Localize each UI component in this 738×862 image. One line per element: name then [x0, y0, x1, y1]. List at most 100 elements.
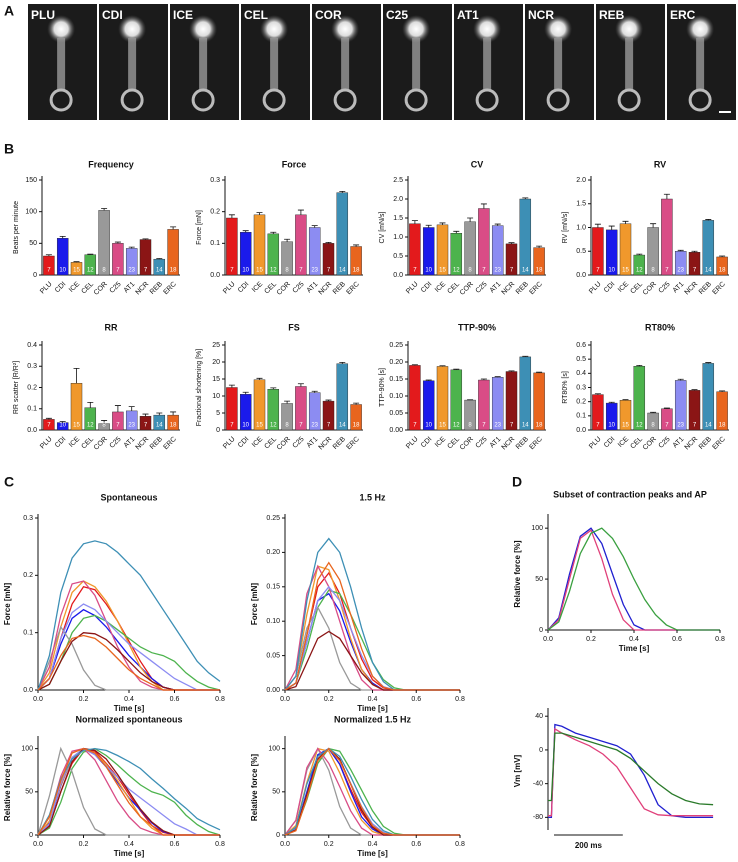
- chart-title: Frequency: [88, 159, 134, 169]
- error-bar: [353, 402, 360, 405]
- bar: [519, 198, 532, 276]
- n-label: 7: [413, 423, 417, 429]
- x-tick-label: COR: [276, 281, 292, 297]
- x-tick-label: 0.0: [280, 841, 290, 848]
- n-label: 8: [102, 423, 106, 429]
- chart-title: RR: [105, 322, 118, 332]
- y-tick-label: 0.15: [389, 376, 403, 383]
- error-bar: [101, 208, 108, 211]
- error-bar: [45, 417, 52, 420]
- x-tick-label: REB: [149, 281, 164, 296]
- error-bar: [691, 389, 698, 391]
- y-tick-label: 20: [212, 359, 220, 366]
- y-tick-label: 50: [25, 789, 33, 796]
- bar: [633, 366, 646, 431]
- y-tick-label: 0.25: [389, 342, 403, 349]
- y-tick-label: 100: [21, 745, 33, 752]
- x-tick-label: CDI: [603, 436, 617, 450]
- x-tick-label: ICE: [68, 436, 81, 449]
- n-label: 10: [425, 268, 432, 274]
- x-tick-label: NCR: [501, 436, 517, 452]
- y-tick-label: 0.4: [576, 370, 586, 377]
- n-label: 7: [665, 268, 669, 274]
- x-tick-label: PLU: [222, 281, 237, 296]
- chart-title: TTP-90%: [458, 322, 496, 332]
- y-tick-label: 0.20: [389, 359, 403, 366]
- error-bar: [636, 365, 643, 367]
- error-bar: [325, 241, 332, 244]
- trace: [37, 747, 220, 836]
- error-bar: [228, 384, 235, 388]
- chart-title: FS: [288, 322, 300, 332]
- tissue: [341, 38, 350, 90]
- post-top: [615, 15, 644, 43]
- y-tick-label: 0: [539, 747, 543, 754]
- error-bar: [170, 411, 177, 416]
- n-label: 23: [311, 268, 318, 274]
- x-tick-label: NCR: [318, 436, 334, 452]
- y-tick-label: 1.5: [576, 201, 586, 208]
- n-label: 8: [651, 423, 655, 429]
- micrograph: REB: [596, 4, 665, 120]
- x-tick-label: REB: [332, 281, 347, 296]
- n-label: 15: [622, 423, 629, 429]
- tissue: [199, 38, 208, 90]
- error-bar: [353, 244, 360, 247]
- chart-title: RT80%: [645, 322, 675, 332]
- error-bar: [636, 253, 643, 256]
- y-tick-label: 40: [535, 713, 543, 720]
- y-tick-label: 100: [531, 525, 543, 532]
- bar: [409, 365, 421, 431]
- error-bar: [622, 220, 629, 224]
- x-tick-label: PLU: [39, 436, 54, 451]
- error-bar: [536, 245, 543, 248]
- x-tick-label: 0.6: [411, 696, 421, 703]
- n-label: 7: [299, 423, 303, 429]
- y-tick-label: 50: [272, 789, 280, 796]
- error-bar: [480, 378, 487, 381]
- x-tick-label: 0.8: [215, 841, 225, 848]
- y-axis-label: RT80% [s]: [562, 371, 569, 404]
- n-label: 7: [413, 268, 417, 274]
- x-tick-label: C25: [475, 281, 489, 295]
- x-tick-label: CDI: [54, 436, 68, 450]
- n-label: 8: [285, 423, 289, 429]
- y-axis-label: Relative force [%]: [3, 754, 12, 821]
- bar: [226, 217, 238, 276]
- trace: [284, 747, 460, 836]
- trace: [37, 540, 221, 691]
- bar: [436, 366, 449, 431]
- n-label: 23: [677, 423, 684, 429]
- image-label: CEL: [244, 8, 268, 22]
- x-tick-label: ICE: [617, 281, 630, 294]
- error-bar: [650, 223, 657, 228]
- error-bar: [719, 255, 726, 257]
- error-bar: [425, 379, 432, 381]
- y-tick-label: 2.0: [576, 177, 586, 184]
- chart-title: Spontaneous: [100, 492, 157, 502]
- error-bar: [128, 246, 135, 249]
- error-bar: [467, 217, 474, 222]
- x-tick-label: 0.2: [79, 696, 89, 703]
- n-label: 18: [536, 268, 543, 274]
- x-tick-label: CDI: [420, 281, 434, 295]
- post-bottom: [688, 88, 712, 112]
- trace: [37, 634, 220, 691]
- error-bar: [256, 212, 263, 215]
- n-label: 7: [596, 268, 600, 274]
- error-bar: [284, 400, 291, 404]
- y-axis-label: RR scatter [R/R²]: [13, 361, 20, 414]
- x-tick-label: COR: [459, 436, 475, 452]
- bar: [336, 192, 349, 276]
- chart-title: 1.5 Hz: [359, 492, 386, 502]
- x-tick-label: PLU: [222, 436, 237, 451]
- image-label: ICE: [173, 8, 193, 22]
- post-top: [47, 15, 76, 43]
- n-label: 12: [87, 423, 94, 429]
- error-bar: [270, 387, 277, 390]
- n-label: 10: [608, 423, 615, 429]
- image-label: C25: [386, 8, 408, 22]
- bar: [478, 208, 490, 276]
- error-bar: [691, 250, 698, 253]
